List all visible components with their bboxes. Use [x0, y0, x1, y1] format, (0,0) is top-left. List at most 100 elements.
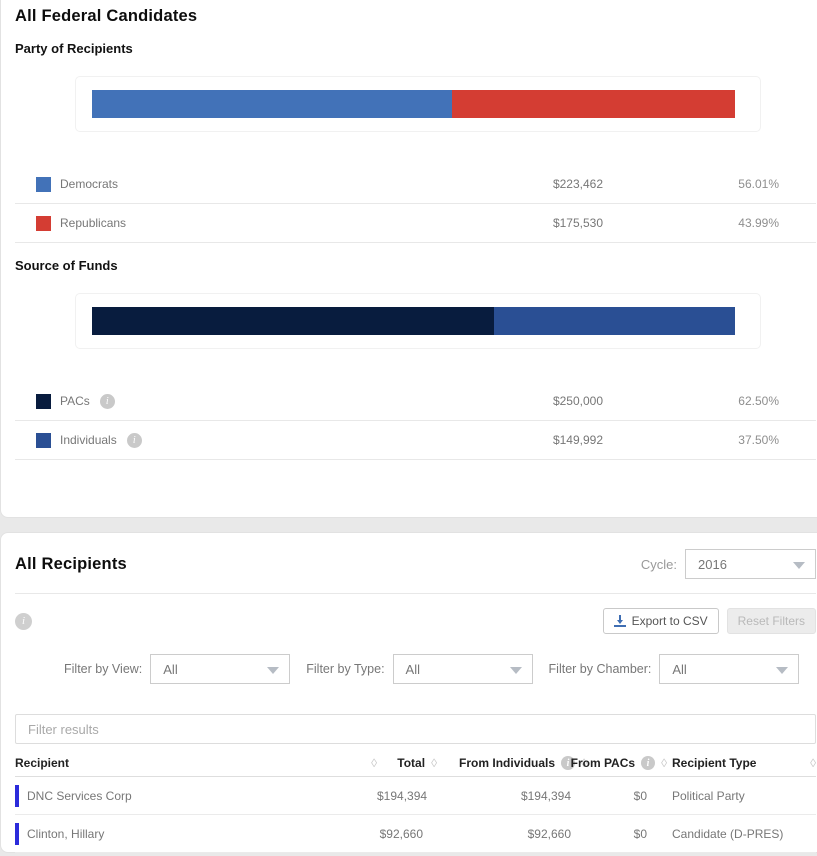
legend-amount: $223,462	[552, 177, 603, 191]
funds-legend: PACs i $250,000 62.50% Individuals i $14…	[15, 382, 816, 460]
info-icon[interactable]: i	[126, 432, 142, 448]
recipients-toolbar: i Export to CSV Reset Filters	[15, 606, 816, 636]
page-title: All Federal Candidates	[15, 7, 198, 25]
filter-results-input[interactable]	[15, 714, 816, 744]
chevron-down-icon	[509, 667, 522, 674]
filter-value: All	[672, 661, 687, 677]
filter-select[interactable]: All	[659, 654, 800, 684]
filter-group: Filter by Type: All	[306, 654, 533, 684]
legend-row: PACs i $250,000 62.50%	[15, 382, 816, 421]
recipient-cell: Clinton, Hillary	[15, 822, 377, 845]
table-row: DNC Services Corp $194,394 $194,394 $0 Polit…	[15, 777, 816, 815]
legend-color-swatch	[36, 393, 51, 409]
export-csv-button[interactable]: Export to CSV	[602, 608, 719, 634]
from-individuals-cell: $194,394	[520, 788, 571, 803]
cycle-label: Cycle:	[640, 556, 677, 572]
legend-color-swatch	[36, 215, 51, 231]
recipients-header: All Recipients Cycle: 2016	[15, 533, 816, 594]
download-icon	[613, 615, 626, 627]
legend-percent: 56.01%	[738, 177, 779, 191]
recipients-table: Recipient ◊ Total ◊ From Individuals i ◊ From P…	[15, 756, 816, 853]
recipient-cell: DNC Services Corp	[15, 784, 377, 807]
sort-icon[interactable]: ◊	[661, 756, 667, 770]
party-chart-panel	[75, 76, 761, 132]
legend-row: Individuals i $149,992 37.50%	[15, 421, 816, 460]
legend-label: Individuals	[60, 433, 117, 447]
legend-percent: 37.50%	[738, 433, 779, 447]
cycle-value: 2016	[698, 556, 727, 572]
type-cell: Political Party	[672, 788, 745, 803]
column-label: Recipient Type	[672, 756, 757, 770]
export-csv-label: Export to CSV	[631, 614, 708, 628]
sort-icon[interactable]: ◊	[431, 756, 437, 770]
bar-segment-democrats[interactable]	[92, 90, 453, 118]
table-row: Clinton, Hillary $92,660 $92,660 $0 Candidat…	[15, 815, 816, 853]
column-header-total: Total ◊	[377, 756, 437, 770]
info-icon[interactable]: i	[15, 612, 32, 630]
filter-value: All	[163, 661, 178, 677]
charts-card: All Federal Candidates Party of Recipien…	[0, 0, 817, 518]
recipient-name: DNC Services Corp	[27, 788, 132, 803]
from-pacs-cell: $0	[633, 826, 647, 841]
cycle-select[interactable]: 2016	[685, 549, 816, 579]
filter-group: Filter by View: All	[64, 654, 291, 684]
filter-select[interactable]: All	[150, 654, 291, 684]
legend-amount: $149,992	[552, 433, 603, 447]
chevron-down-icon	[267, 667, 280, 674]
recipient-name: Clinton, Hillary	[27, 826, 105, 841]
row-accent-bar	[15, 784, 19, 807]
sort-icon[interactable]: ◊	[371, 756, 377, 770]
chevron-down-icon	[793, 562, 805, 569]
column-header-from-pacs: From PACs i ◊	[571, 756, 667, 770]
column-header-recipient-type: Recipient Type ◊	[667, 756, 816, 770]
legend-amount: $175,530	[552, 216, 603, 230]
legend-label: PACs	[60, 394, 90, 408]
filter-label: Filter by View:	[64, 662, 143, 676]
funds-stacked-bar	[92, 307, 735, 335]
row-accent-bar	[15, 822, 19, 845]
info-icon[interactable]: i	[641, 756, 656, 770]
legend-color-swatch	[36, 176, 51, 192]
total-cell: $194,394	[377, 788, 428, 803]
column-header-recipient: Recipient ◊	[15, 756, 377, 770]
funds-section-title: Source of Funds	[15, 258, 118, 273]
filter-select[interactable]: All	[392, 654, 533, 684]
recipients-card: All Recipients Cycle: 2016 i Export to C…	[0, 532, 817, 853]
table-header-row: Recipient ◊ Total ◊ From Individuals i ◊ From P…	[15, 756, 816, 777]
table-body: DNC Services Corp $194,394 $194,394 $0 Polit…	[15, 777, 816, 853]
chevron-down-icon	[776, 667, 789, 674]
legend-percent: 43.99%	[738, 216, 779, 230]
info-icon[interactable]: i	[99, 393, 115, 409]
bar-segment-pacs[interactable]	[92, 307, 494, 335]
legend-amount: $250,000	[552, 394, 603, 408]
from-pacs-cell: $0	[633, 788, 647, 803]
legend-label: Democrats	[60, 177, 119, 191]
legend-row: Republicans $175,530 43.99%	[15, 204, 816, 243]
party-stacked-bar	[92, 90, 735, 118]
type-cell: Candidate (D-PRES)	[672, 826, 784, 841]
reset-filters-label: Reset Filters	[737, 614, 805, 628]
party-section-title: Party of Recipients	[15, 41, 133, 56]
column-header-from-individuals: From Individuals i ◊	[437, 756, 587, 770]
column-label: Total	[397, 756, 426, 770]
column-label: From Individuals	[459, 756, 556, 770]
filter-value: All	[405, 661, 420, 677]
bar-segment-republicans[interactable]	[452, 90, 735, 118]
column-label: Recipient	[15, 756, 70, 770]
sort-icon[interactable]: ◊	[581, 756, 587, 770]
sort-icon[interactable]: ◊	[810, 756, 816, 770]
filter-label: Filter by Type:	[306, 662, 385, 676]
from-individuals-cell: $92,660	[527, 826, 571, 841]
reset-filters-button[interactable]: Reset Filters	[726, 608, 816, 634]
legend-row: Democrats $223,462 56.01%	[15, 165, 816, 204]
bar-segment-individuals[interactable]	[493, 307, 735, 335]
column-label: From PACs	[570, 756, 636, 770]
total-cell: $92,660	[379, 826, 423, 841]
info-icon[interactable]: i	[561, 756, 576, 770]
filter-group: Filter by Chamber: All	[549, 654, 800, 684]
cycle-control: Cycle: 2016	[641, 549, 816, 579]
filters-row: Filter by View: All Filter by Type: All …	[64, 654, 816, 684]
filter-label: Filter by Chamber:	[548, 662, 652, 676]
funds-chart-panel	[75, 293, 761, 349]
party-legend: Democrats $223,462 56.01% Republicans $1…	[15, 165, 816, 243]
